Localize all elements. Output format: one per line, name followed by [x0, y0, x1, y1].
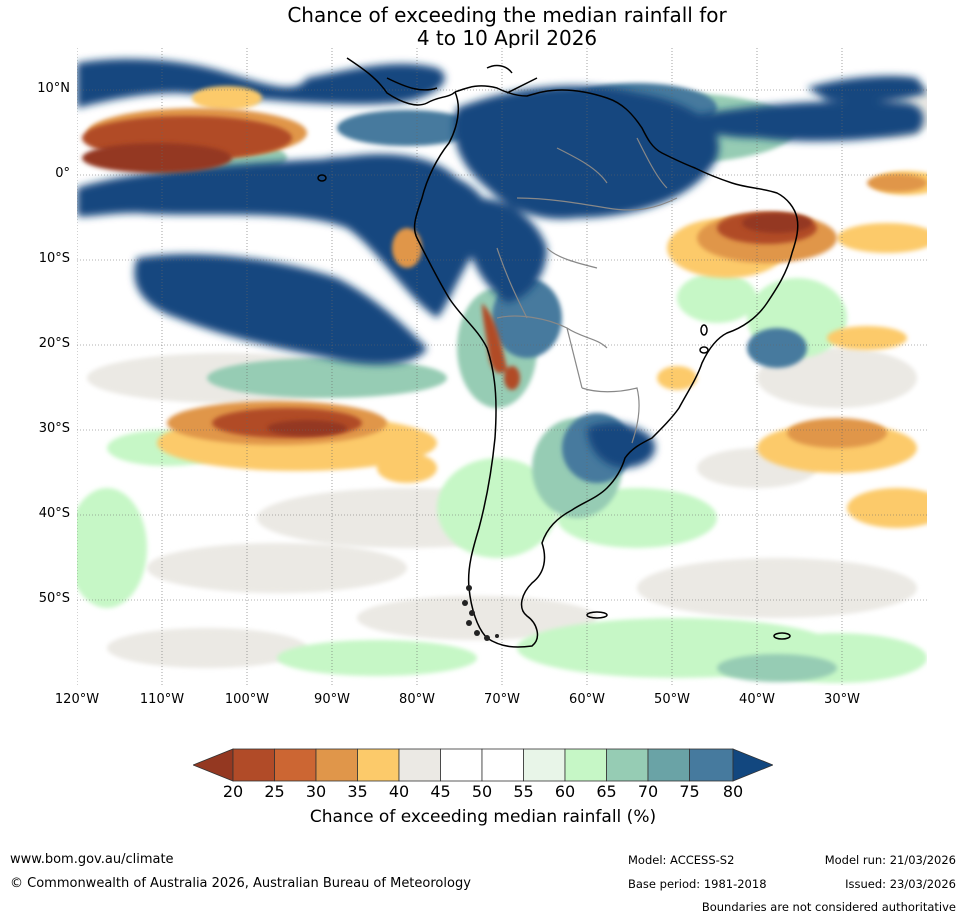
colorbar-segment-25-30	[274, 748, 317, 782]
map-title: Chance of exceeding the median rainfall …	[0, 4, 965, 50]
lon-label-70w: 70°W	[484, 692, 520, 707]
colorbar-tick-40: 40	[388, 782, 410, 801]
lon-label-100w: 100°W	[224, 692, 270, 707]
colorbar-above-arrow	[732, 748, 773, 782]
country-borders	[496, 137, 678, 444]
colorbar-tick-70: 70	[637, 782, 659, 801]
base-period: Base period: 1981-2018	[628, 877, 767, 891]
lat-label-0: 0°	[55, 166, 70, 181]
colorbar-segment-20-25	[232, 748, 275, 782]
lat-label-50s: 50°S	[38, 591, 70, 606]
colorbar-tick-75: 75	[679, 782, 700, 801]
colorbar-tick-60: 60	[554, 782, 576, 801]
colorbar-tick-45: 45	[430, 782, 451, 801]
lon-label-40w: 40°W	[739, 692, 775, 707]
lat-label-10s: 10°S	[38, 251, 70, 266]
colorbar-tick-55: 55	[513, 782, 534, 801]
colorbar-segment-50-55	[481, 748, 524, 782]
lon-label-30w: 30°W	[824, 692, 860, 707]
lon-label-60w: 60°W	[569, 692, 605, 707]
lat-label-10n: 10°N	[37, 81, 70, 96]
colorbar-segment-70-75	[647, 748, 690, 782]
rainfall-map	[77, 48, 927, 686]
colorbar-segment-55-60	[523, 748, 566, 782]
colorbar-segment-65-70	[606, 748, 649, 782]
colorbar-tick-50: 50	[471, 782, 493, 801]
colorbar-tick-35: 35	[347, 782, 368, 801]
colorbar-tick-25: 25	[264, 782, 285, 801]
coastlines	[317, 57, 799, 648]
gridlines	[77, 48, 927, 686]
colorbar-tick-20: 20	[222, 782, 244, 801]
colorbar-segment-35-40	[357, 748, 400, 782]
colorbar-tick-30: 30	[305, 782, 327, 801]
lon-label-120w: 120°W	[54, 692, 100, 707]
colorbar-segment-60-65	[564, 748, 607, 782]
model-name: Model: ACCESS-S2	[628, 853, 735, 867]
colorbar-segment-75-80	[689, 748, 734, 782]
colorbar-tick-80: 80	[722, 782, 744, 801]
lat-label-40s: 40°S	[38, 506, 70, 521]
colorbar-tick-65: 65	[596, 782, 617, 801]
colorbar-label: Chance of exceeding median rainfall (%)	[309, 807, 657, 827]
website-link[interactable]: www.bom.gov.au/climate	[10, 852, 174, 867]
lon-label-110w: 110°W	[139, 692, 185, 707]
model-run-date: Model run: 21/03/2026	[824, 853, 956, 867]
very-wet-areas	[77, 58, 927, 468]
copyright-text: © Commonwealth of Australia 2026, Austra…	[10, 876, 471, 891]
colorbar-segment-40-45	[398, 748, 441, 782]
colorbar-legend	[193, 748, 773, 782]
colorbar-segment-30-35	[315, 748, 358, 782]
colorbar-below-arrow	[193, 748, 234, 782]
patagonia-fjords	[462, 585, 499, 641]
title-line-2: 4 to 10 April 2026	[416, 26, 598, 50]
lat-label-20s: 20°S	[38, 336, 70, 351]
lon-label-50w: 50°W	[654, 692, 690, 707]
map-canvas	[77, 48, 927, 686]
lat-label-30s: 30°S	[38, 421, 70, 436]
boundaries-disclaimer: Boundaries are not considered authoritat…	[701, 900, 956, 914]
very-dry-areas	[82, 143, 812, 436]
issued-date: Issued: 23/03/2026	[845, 877, 956, 891]
title-line-1: Chance of exceeding the median rainfall …	[287, 3, 727, 27]
colorbar-segment-45-50	[440, 748, 483, 782]
lon-label-90w: 90°W	[314, 692, 350, 707]
lon-label-80w: 80°W	[399, 692, 435, 707]
